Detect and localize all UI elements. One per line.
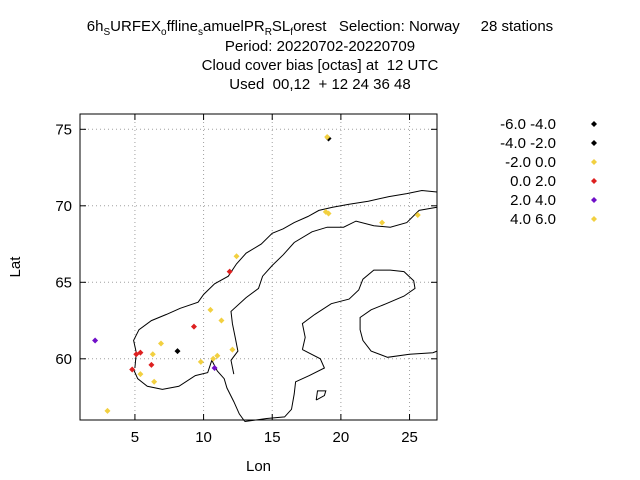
title-part: S [103, 27, 111, 38]
data-point [137, 371, 144, 378]
title-part: URFEX [110, 18, 161, 35]
title-part: Used 00,12 + 12 24 36 48 [229, 76, 411, 93]
y-tick-label: 60 [55, 351, 72, 368]
title-line-2: Period: 20220702-20220709 [0, 38, 640, 56]
legend-marker [591, 216, 597, 222]
title-part: ffline [166, 18, 198, 35]
data-point [414, 211, 421, 218]
legend-label: -6.0 -4.0 [500, 116, 556, 133]
x-tick-label: 15 [264, 429, 281, 446]
title-part: 6h [86, 18, 104, 35]
y-tick-label: 70 [55, 198, 72, 215]
x-tick-label: 25 [401, 429, 418, 446]
coastline-path [230, 206, 438, 375]
data-point [210, 355, 217, 362]
data-point [229, 346, 236, 353]
legend-label: 0.0 2.0 [510, 173, 556, 190]
data-point [137, 349, 144, 356]
legend-label: -2.0 0.0 [505, 154, 556, 171]
title-part: orest Selection: Norway 28 stations [293, 18, 554, 35]
data-point [158, 340, 165, 347]
data-point [190, 323, 197, 330]
y-tick-label: 65 [55, 274, 72, 291]
data-point [226, 268, 233, 275]
title-part: s [197, 27, 203, 38]
legend-marker [591, 140, 597, 146]
data-point [233, 253, 240, 260]
x-tick-label: 10 [195, 429, 212, 446]
data-point [324, 133, 331, 140]
x-tick-label: 5 [131, 429, 139, 446]
legend-label: -4.0 -2.0 [500, 135, 556, 152]
legend-marker [591, 121, 597, 127]
title-line-3: Cloud cover bias [octas] at 12 UTC [0, 57, 640, 75]
data-point [197, 358, 204, 365]
data-point [218, 317, 225, 324]
legend-label: 4.0 6.0 [510, 211, 556, 228]
data-point [148, 361, 155, 368]
title-part: R [264, 27, 272, 38]
x-tick-label: 20 [333, 429, 350, 446]
data-point [325, 210, 332, 217]
x-axis-label: Lon [246, 458, 271, 475]
title-part: SL [271, 18, 291, 35]
legend-marker [591, 159, 597, 165]
title-line-1: 6hSURFEXofflinesamuelPRRSLforest Selecti… [0, 18, 640, 38]
data-point [207, 306, 214, 313]
legend-marker [591, 178, 597, 184]
data-point [149, 351, 156, 358]
data-point [104, 407, 111, 414]
title-part: Period: 20220702-20220709 [224, 38, 416, 55]
coastline-path [315, 390, 327, 401]
data-point [92, 337, 99, 344]
title-part: f [290, 27, 294, 38]
coastline-path [244, 349, 326, 422]
legend-marker [591, 197, 597, 203]
coastline-path [301, 269, 438, 358]
legend-label: 2.0 4.0 [510, 192, 556, 209]
data-point [129, 366, 136, 373]
y-tick-label: 75 [55, 121, 72, 138]
title-part: Cloud cover bias [octas] at 12 UTC [201, 57, 439, 74]
data-point [151, 378, 158, 385]
plot-frame [79, 113, 438, 421]
data-point [211, 364, 218, 371]
title-part: o [161, 27, 167, 38]
data-point [214, 352, 221, 359]
data-point [379, 219, 386, 226]
title-part: amuelPR [202, 18, 265, 35]
data-point [174, 348, 181, 355]
coastline-path [133, 189, 438, 369]
title-line-4: Used 00,12 + 12 24 36 48 [0, 76, 640, 94]
y-axis-label: Lat [7, 256, 24, 278]
coastline-path [133, 359, 246, 422]
